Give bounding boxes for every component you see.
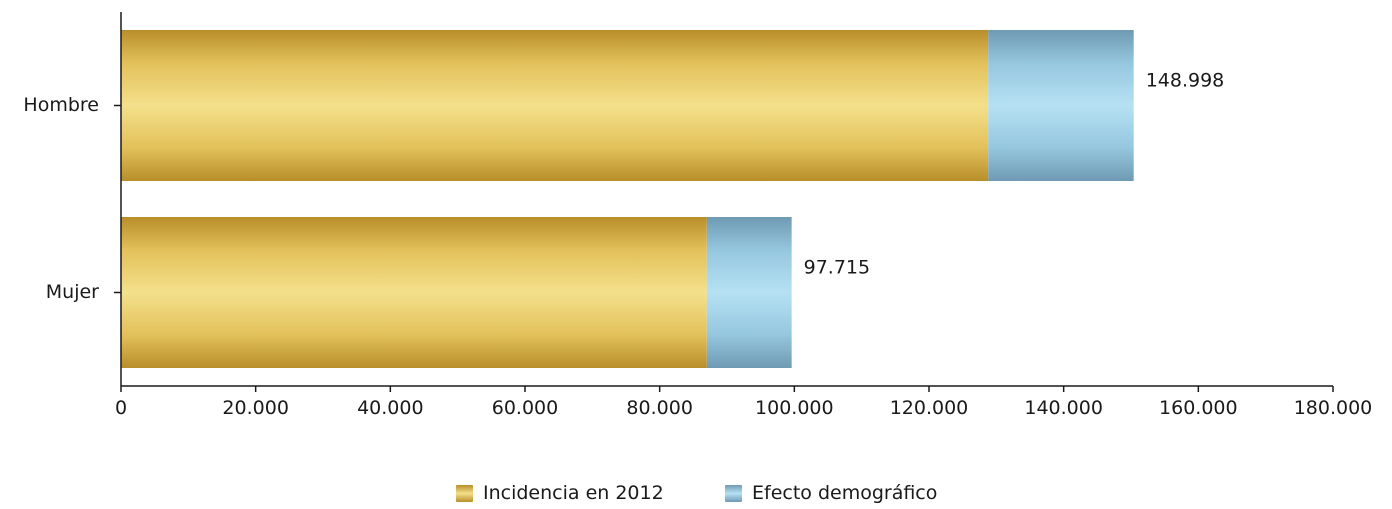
data-label-hombre: 148.998 [1146, 70, 1225, 92]
legend-swatch-incidencia [456, 484, 473, 502]
data-label-mujer: 97.715 [804, 257, 870, 279]
x-tick-label-7: 140.000 [1024, 397, 1103, 419]
legend: Incidencia en 2012 Efecto demográfico [0, 468, 1392, 508]
bar-hombre-series-0 [121, 30, 989, 181]
x-tick-label-8: 160.000 [1159, 397, 1238, 419]
legend-item-incidencia: Incidencia en 2012 [456, 482, 664, 504]
legend-swatch-efecto [725, 484, 742, 502]
bar-chart: 148.998 Hombre 97.715 Mujer 0 20.000 40.000 60.… [23, 12, 1373, 419]
x-tick-label-4: 80.000 [626, 397, 692, 419]
x-tick-label-3: 60.000 [492, 397, 558, 419]
bar-mujer-series-1 [706, 217, 792, 368]
x-tick-label-6: 120.000 [890, 397, 969, 419]
x-tick-label-0: 0 [115, 397, 127, 419]
bar-hombre-series-1 [988, 30, 1134, 181]
legend-item-efecto: Efecto demográfico [725, 482, 937, 504]
x-tick-label-2: 40.000 [357, 397, 423, 419]
category-label-hombre: Hombre [23, 94, 99, 116]
x-tick-label-5: 100.000 [755, 397, 834, 419]
legend-label-efecto: Efecto demográfico [752, 482, 938, 504]
x-tick-label-1: 20.000 [222, 397, 288, 419]
bar-mujer-series-0 [121, 217, 707, 368]
legend-label-incidencia: Incidencia en 2012 [483, 482, 664, 504]
category-label-mujer: Mujer [46, 281, 99, 303]
x-tick-label-9: 180.000 [1294, 397, 1373, 419]
